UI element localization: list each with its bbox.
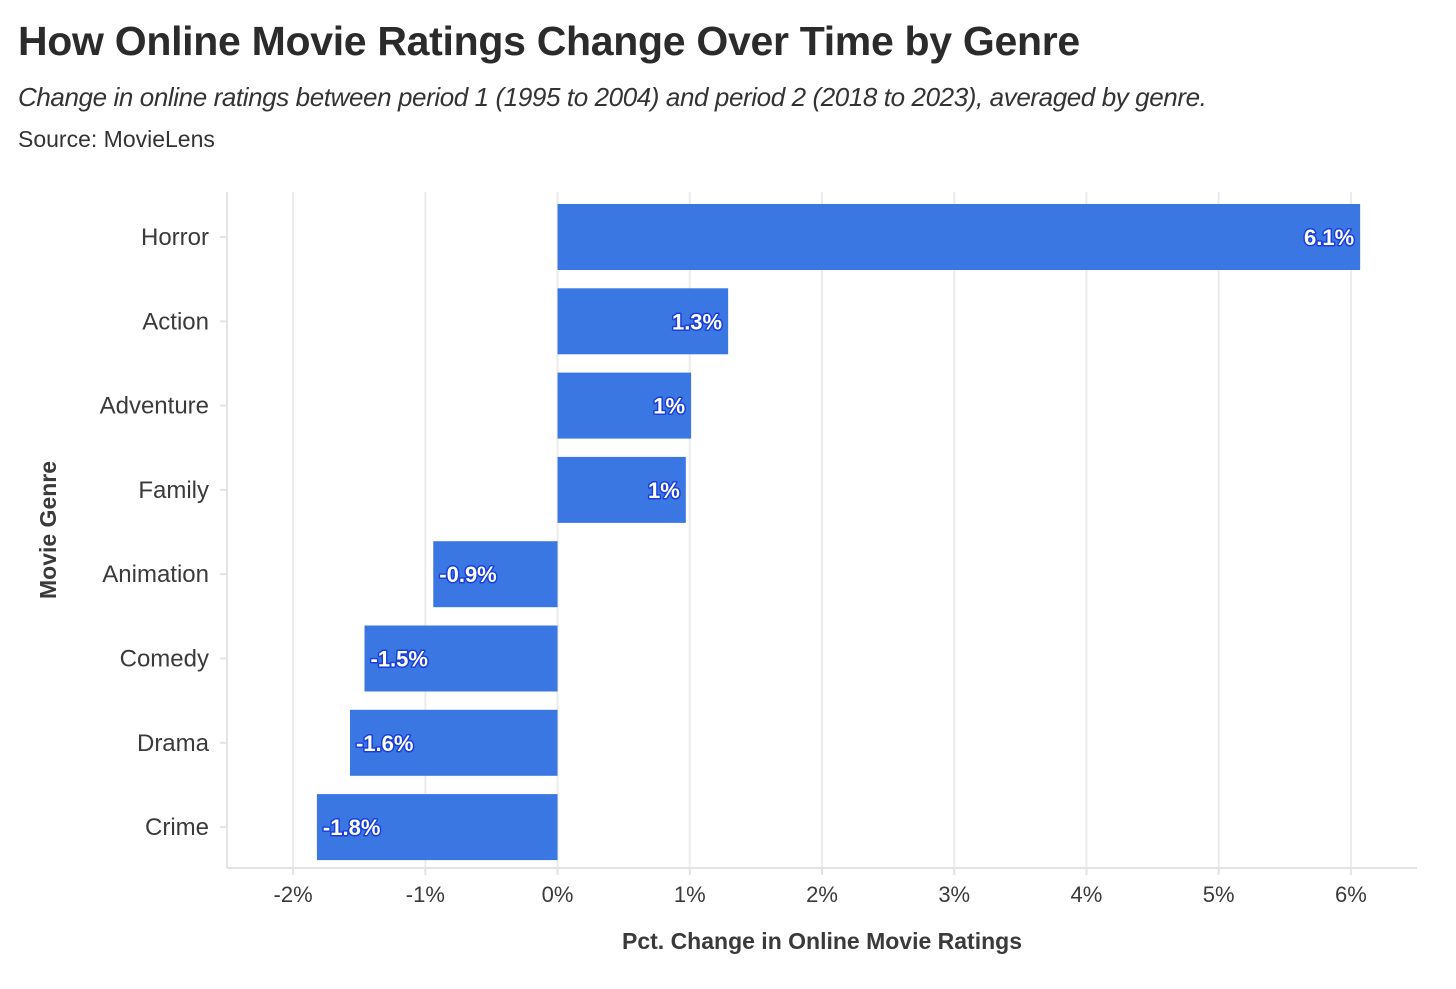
category-labels: Horror Action Adventure Family Animation Come… <box>100 224 210 841</box>
x-tick-label: 0% <box>542 882 574 907</box>
category-label-family: Family <box>138 477 209 504</box>
y-axis-title: Movie Genre <box>35 461 61 599</box>
axes <box>220 192 1417 875</box>
x-tick-label: 1% <box>674 882 706 907</box>
data-label-horror: 6.1% <box>1304 225 1354 250</box>
chart-subtitle: Change in online ratings between period … <box>18 82 1207 112</box>
x-tick-label: 6% <box>1335 882 1367 907</box>
bars <box>316 204 1361 861</box>
category-label-animation: Animation <box>102 561 209 588</box>
category-label-horror: Horror <box>141 224 209 251</box>
category-label-action: Action <box>142 308 209 335</box>
x-tick-label: 3% <box>938 882 970 907</box>
category-label-crime: Crime <box>145 814 209 841</box>
bar-labels: 6.1% 1.3% 1% 1% -0.9% -1.5% -1.6% -1.8% <box>321 224 1355 842</box>
x-tick-label: 4% <box>1071 882 1103 907</box>
x-axis-title: Pct. Change in Online Movie Ratings <box>622 928 1022 954</box>
x-tick-label: 5% <box>1203 882 1235 907</box>
data-label-crime: -1.8% <box>323 815 380 840</box>
chart-source: Source: MovieLens <box>18 126 215 152</box>
category-label-adventure: Adventure <box>100 393 209 420</box>
x-tick-label: 2% <box>806 882 838 907</box>
bar-crime <box>316 794 558 861</box>
data-label-drama: -1.6% <box>356 731 413 756</box>
data-label-family: 1% <box>648 478 680 503</box>
bar-family <box>557 456 686 523</box>
category-label-drama: Drama <box>137 730 210 757</box>
data-label-adventure: 1% <box>653 394 685 419</box>
bar-comedy <box>364 625 558 692</box>
data-label-comedy: -1.5% <box>371 647 428 672</box>
bar-drama <box>349 709 558 776</box>
category-label-comedy: Comedy <box>120 646 209 673</box>
chart-title: How Online Movie Ratings Change Over Tim… <box>18 18 1080 64</box>
x-tick-label: -1% <box>406 882 445 907</box>
data-label-action: 1.3% <box>672 309 722 334</box>
data-label-animation: -0.9% <box>439 562 496 587</box>
x-tick-label: -2% <box>274 882 313 907</box>
bar-animation <box>433 541 558 608</box>
x-tick-labels: -2% -1% 0% 1% 2% 3% 4% 5% 6% <box>274 882 1367 907</box>
bar-horror <box>557 204 1361 270</box>
bar-action <box>557 288 729 355</box>
bar-adventure <box>557 372 692 439</box>
